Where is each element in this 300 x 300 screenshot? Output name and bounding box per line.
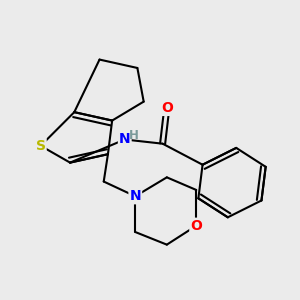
Text: N: N [119,133,130,146]
Text: O: O [190,219,202,233]
Text: N: N [130,189,141,203]
Text: S: S [36,139,46,153]
Text: H: H [129,129,139,142]
Text: O: O [161,101,173,115]
